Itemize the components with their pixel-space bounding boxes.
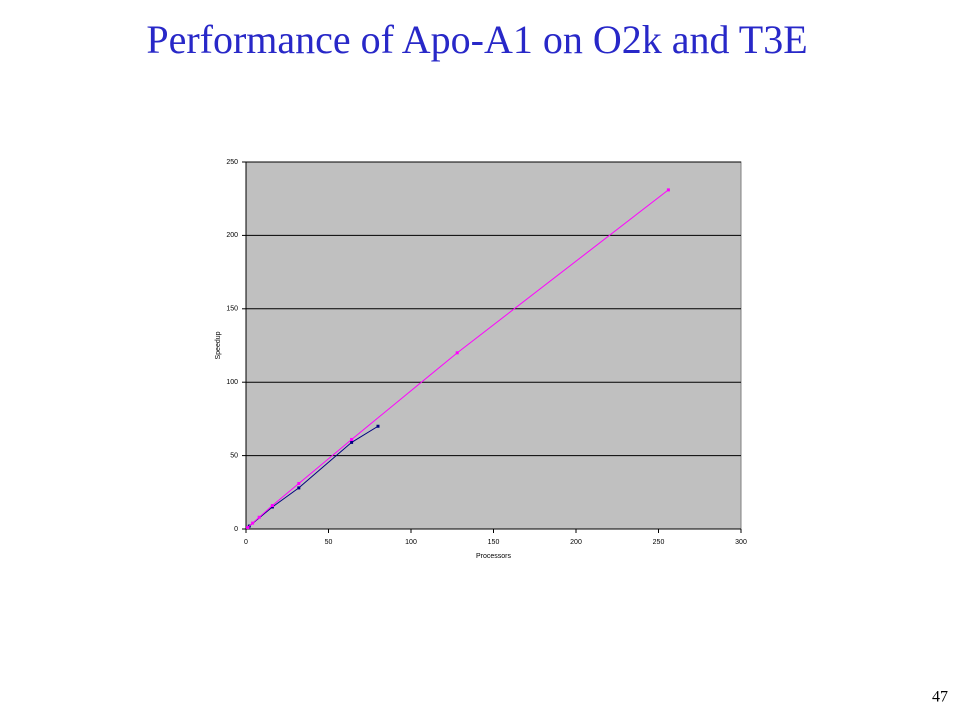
data-point xyxy=(350,437,354,441)
x-tick-label: 250 xyxy=(653,539,665,546)
page-number: 47 xyxy=(932,689,948,706)
x-axis-title: Processors xyxy=(476,553,512,560)
x-tick-label: 150 xyxy=(488,539,500,546)
y-tick-label: 150 xyxy=(226,306,238,313)
y-tick-label: 50 xyxy=(230,452,238,459)
data-point xyxy=(666,188,670,192)
x-tick-label: 50 xyxy=(325,539,333,546)
y-tick-label: 200 xyxy=(226,232,238,239)
data-point xyxy=(257,515,261,519)
x-tick-label: 300 xyxy=(735,539,747,546)
y-tick-label: 250 xyxy=(226,159,238,166)
data-point xyxy=(251,521,255,525)
data-point xyxy=(297,486,301,490)
data-point xyxy=(350,440,354,444)
x-tick-label: 200 xyxy=(570,539,582,546)
x-tick-label: 0 xyxy=(244,539,248,546)
data-point xyxy=(455,351,459,355)
data-point xyxy=(270,504,274,508)
y-tick-label: 100 xyxy=(226,379,238,386)
data-point xyxy=(297,481,301,485)
data-point xyxy=(376,424,380,428)
y-axis-title: Speedup xyxy=(215,331,222,359)
chart-title: Performance of Apo-A1 on O2k and T3E xyxy=(146,17,807,62)
data-point xyxy=(246,526,250,530)
plot-area xyxy=(245,161,742,530)
x-tick-label: 100 xyxy=(405,539,417,546)
y-tick-label: 0 xyxy=(234,526,238,533)
